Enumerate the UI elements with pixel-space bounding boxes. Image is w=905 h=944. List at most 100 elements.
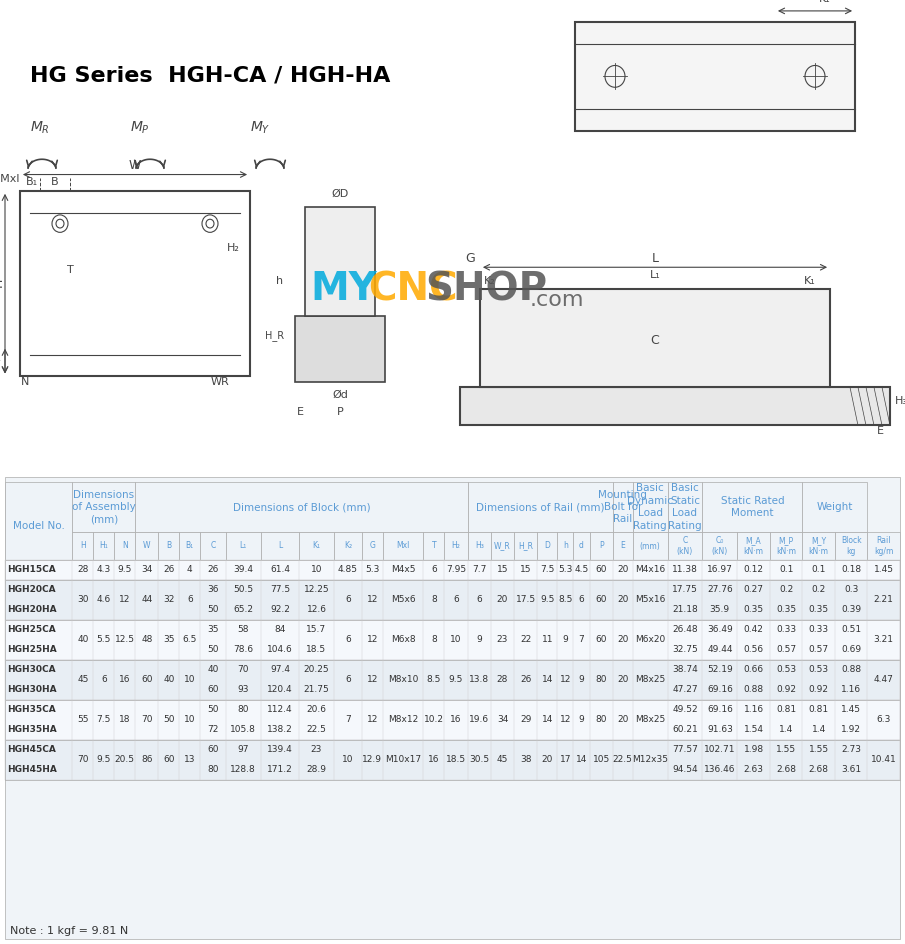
Text: 77.5: 77.5 — [270, 585, 290, 595]
Text: HGH45HA: HGH45HA — [7, 766, 57, 774]
Text: P: P — [599, 542, 604, 550]
Text: 12.6: 12.6 — [307, 605, 327, 615]
Text: H₂: H₂ — [227, 243, 240, 253]
Text: 20.5: 20.5 — [115, 755, 135, 765]
Text: M6x20: M6x20 — [635, 635, 665, 645]
Text: HGH30CA: HGH30CA — [7, 666, 55, 675]
Bar — [93, 532, 114, 560]
Bar — [135, 482, 468, 532]
Text: 9: 9 — [476, 635, 482, 645]
Text: 13.8: 13.8 — [469, 676, 490, 684]
Text: 60: 60 — [163, 755, 175, 765]
Text: 0.88: 0.88 — [744, 685, 764, 695]
Text: 4.5: 4.5 — [575, 565, 588, 575]
Text: 65.2: 65.2 — [233, 605, 253, 615]
Text: M4x5: M4x5 — [391, 565, 415, 575]
Text: 60: 60 — [141, 676, 153, 684]
Text: 0.51: 0.51 — [841, 626, 862, 634]
Text: 0.81: 0.81 — [776, 705, 796, 715]
Bar — [613, 482, 633, 532]
Text: H: H — [80, 542, 86, 550]
Text: 17.5: 17.5 — [516, 596, 536, 604]
Text: H₁: H₁ — [100, 542, 109, 550]
Text: K₁: K₁ — [805, 276, 816, 286]
Bar — [702, 482, 803, 532]
Text: 26: 26 — [520, 676, 531, 684]
Text: 93: 93 — [237, 685, 249, 695]
Text: 0.56: 0.56 — [744, 646, 764, 654]
Text: 0.2: 0.2 — [779, 585, 793, 595]
Text: 60: 60 — [595, 596, 607, 604]
Text: K₁: K₁ — [312, 542, 320, 550]
Text: MY: MY — [310, 270, 376, 308]
Text: M6x8: M6x8 — [391, 635, 415, 645]
Bar — [5, 660, 900, 700]
Bar — [114, 532, 135, 560]
Text: (mm): (mm) — [640, 542, 661, 550]
Text: 16.97: 16.97 — [707, 565, 733, 575]
Text: K₂: K₂ — [344, 542, 352, 550]
Bar — [5, 740, 900, 780]
Text: 27.76: 27.76 — [707, 585, 733, 595]
Bar — [770, 532, 803, 560]
Text: 77.57: 77.57 — [672, 746, 698, 754]
Text: 50: 50 — [207, 605, 219, 615]
Text: 16: 16 — [450, 716, 462, 724]
Bar — [738, 532, 770, 560]
Text: 1.45: 1.45 — [873, 565, 894, 575]
Bar — [468, 482, 613, 532]
Text: 6: 6 — [578, 596, 585, 604]
Text: 0.81: 0.81 — [808, 705, 829, 715]
Text: 0.35: 0.35 — [744, 605, 764, 615]
Text: 36.49: 36.49 — [707, 626, 733, 634]
Text: 0.92: 0.92 — [809, 685, 829, 695]
Text: 30.5: 30.5 — [469, 755, 490, 765]
Text: E: E — [297, 407, 303, 416]
Text: 8.5: 8.5 — [558, 596, 573, 604]
Text: L₁: L₁ — [650, 270, 661, 280]
Bar — [295, 316, 385, 381]
Text: 22.5: 22.5 — [307, 726, 327, 734]
Text: B₁: B₁ — [186, 542, 194, 550]
Text: 0.18: 0.18 — [841, 565, 862, 575]
Text: 20: 20 — [497, 596, 509, 604]
Text: 70: 70 — [77, 755, 89, 765]
Text: 26: 26 — [207, 565, 219, 575]
Text: 1.4: 1.4 — [779, 726, 793, 734]
Text: W_R: W_R — [494, 542, 510, 550]
Text: M5x16: M5x16 — [635, 596, 665, 604]
Bar — [835, 532, 868, 560]
Text: Ød: Ød — [332, 390, 348, 400]
Text: 19.6: 19.6 — [469, 716, 490, 724]
Bar — [574, 532, 590, 560]
Text: 40: 40 — [207, 666, 219, 675]
Text: 91.63: 91.63 — [707, 726, 733, 734]
Text: 12: 12 — [367, 635, 378, 645]
Text: M4x16: M4x16 — [635, 565, 665, 575]
Text: h: h — [276, 276, 283, 286]
Bar — [5, 740, 900, 780]
Text: B: B — [167, 542, 171, 550]
Text: 6.3: 6.3 — [877, 716, 891, 724]
Text: 80: 80 — [595, 716, 607, 724]
Text: 12: 12 — [559, 676, 571, 684]
Text: 6.5: 6.5 — [183, 635, 197, 645]
Text: G: G — [465, 252, 475, 265]
Bar — [135, 532, 158, 560]
Text: 7: 7 — [578, 635, 585, 645]
Text: G: G — [369, 542, 376, 550]
Bar — [261, 532, 299, 560]
Bar — [5, 620, 900, 660]
Text: H₂: H₂ — [452, 542, 461, 550]
Bar — [383, 532, 424, 560]
Text: $M_Y$: $M_Y$ — [250, 120, 271, 136]
Text: 4.3: 4.3 — [97, 565, 111, 575]
Text: 80: 80 — [595, 676, 607, 684]
Text: 26.48: 26.48 — [672, 626, 698, 634]
Text: Dimensions of Block (mm): Dimensions of Block (mm) — [233, 502, 370, 512]
Bar — [491, 532, 514, 560]
Text: 1.92: 1.92 — [841, 726, 862, 734]
Text: 22.5: 22.5 — [613, 755, 633, 765]
Text: D: D — [544, 542, 550, 550]
Text: 9.5: 9.5 — [449, 676, 463, 684]
